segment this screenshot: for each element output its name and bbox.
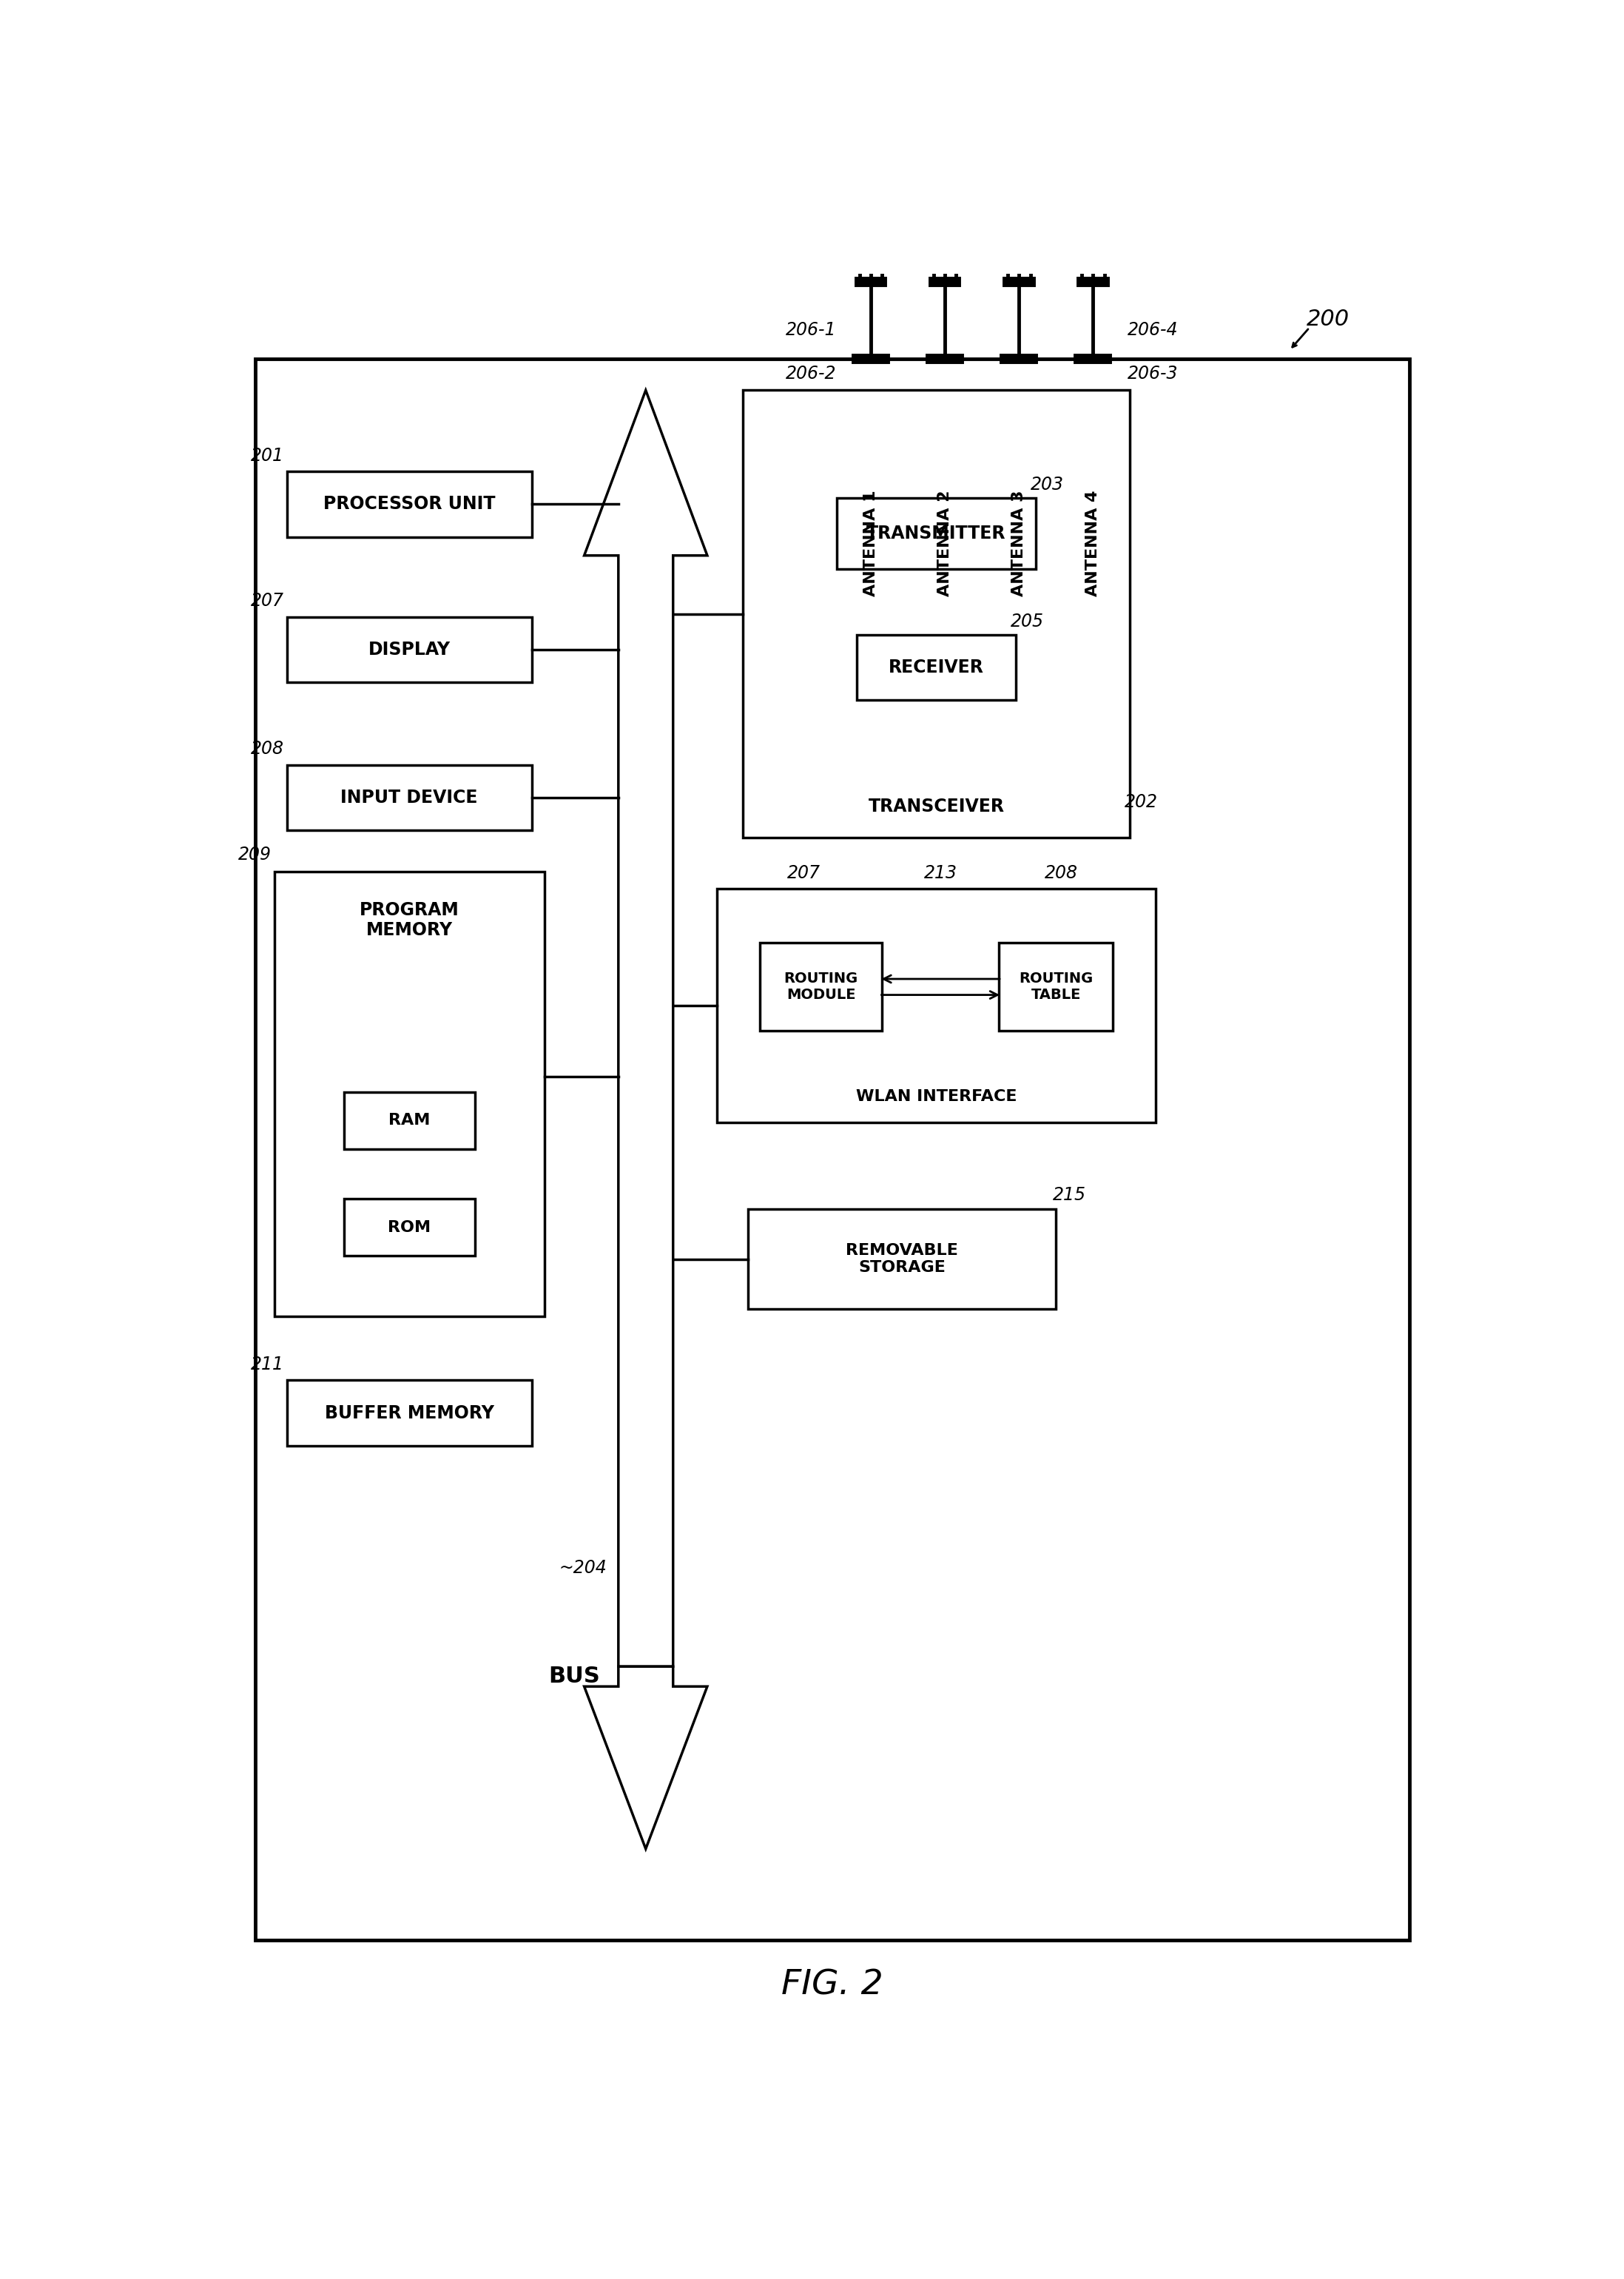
Polygon shape (585, 390, 708, 1666)
Text: 206-3: 206-3 (1127, 365, 1177, 383)
Bar (287, 1381, 531, 1445)
Text: 206-2: 206-2 (786, 365, 836, 383)
Text: REMOVABLE
STORAGE: REMOVABLE STORAGE (846, 1242, 958, 1276)
Text: ANTENNA 4: ANTENNA 4 (1085, 490, 1101, 597)
Text: 200: 200 (1307, 308, 1350, 330)
Bar (836, 497, 1036, 570)
Text: 213: 213 (924, 864, 957, 882)
Text: ROM: ROM (388, 1219, 430, 1235)
Text: RAM: RAM (388, 1112, 430, 1128)
Text: 201: 201 (250, 447, 284, 465)
Text: ROUTING
MODULE: ROUTING MODULE (784, 971, 857, 1003)
Text: PROGRAM
MEMORY: PROGRAM MEMORY (359, 900, 460, 939)
Text: PROCESSOR UNIT: PROCESSOR UNIT (323, 495, 495, 513)
Bar (760, 944, 882, 1030)
Text: 203: 203 (1030, 476, 1064, 492)
Text: ROUTING
TABLE: ROUTING TABLE (1018, 971, 1093, 1003)
Text: ANTENNA 1: ANTENNA 1 (864, 490, 879, 597)
Text: BUS: BUS (549, 1666, 601, 1686)
Text: BUFFER MEMORY: BUFFER MEMORY (325, 1404, 494, 1422)
Text: TRANSCEIVER: TRANSCEIVER (869, 798, 1004, 816)
Text: 208: 208 (250, 741, 284, 759)
Text: 211: 211 (250, 1356, 284, 1374)
Text: ~204: ~204 (559, 1559, 607, 1577)
Text: DISPLAY: DISPLAY (369, 640, 450, 659)
Bar (742, 390, 1130, 836)
Bar (287, 766, 531, 830)
Bar (716, 889, 1156, 1121)
Text: TRANSMITTER: TRANSMITTER (867, 524, 1005, 542)
Text: 208: 208 (1044, 864, 1078, 882)
Text: ANTENNA 2: ANTENNA 2 (937, 490, 952, 597)
Bar (749, 1210, 1056, 1308)
Bar (274, 871, 544, 1315)
Bar (344, 1092, 474, 1149)
Bar (856, 636, 1017, 700)
Text: RECEIVER: RECEIVER (888, 659, 984, 677)
Text: 206-1: 206-1 (786, 321, 836, 340)
Text: WLAN INTERFACE: WLAN INTERFACE (856, 1089, 1017, 1103)
Text: 215: 215 (1052, 1185, 1086, 1203)
Text: FIG. 2: FIG. 2 (781, 1969, 883, 2003)
Polygon shape (585, 1666, 708, 1848)
Bar (287, 618, 531, 681)
Text: ANTENNA 3: ANTENNA 3 (1012, 490, 1026, 597)
Bar (999, 944, 1112, 1030)
Text: 206-4: 206-4 (1127, 321, 1177, 340)
Text: 207: 207 (788, 864, 820, 882)
Text: 209: 209 (239, 846, 271, 864)
Text: 205: 205 (1010, 613, 1044, 631)
Text: INPUT DEVICE: INPUT DEVICE (341, 789, 477, 807)
Text: 207: 207 (250, 593, 284, 611)
Bar (344, 1199, 474, 1256)
Bar (287, 472, 531, 538)
Text: 202: 202 (1124, 793, 1158, 811)
